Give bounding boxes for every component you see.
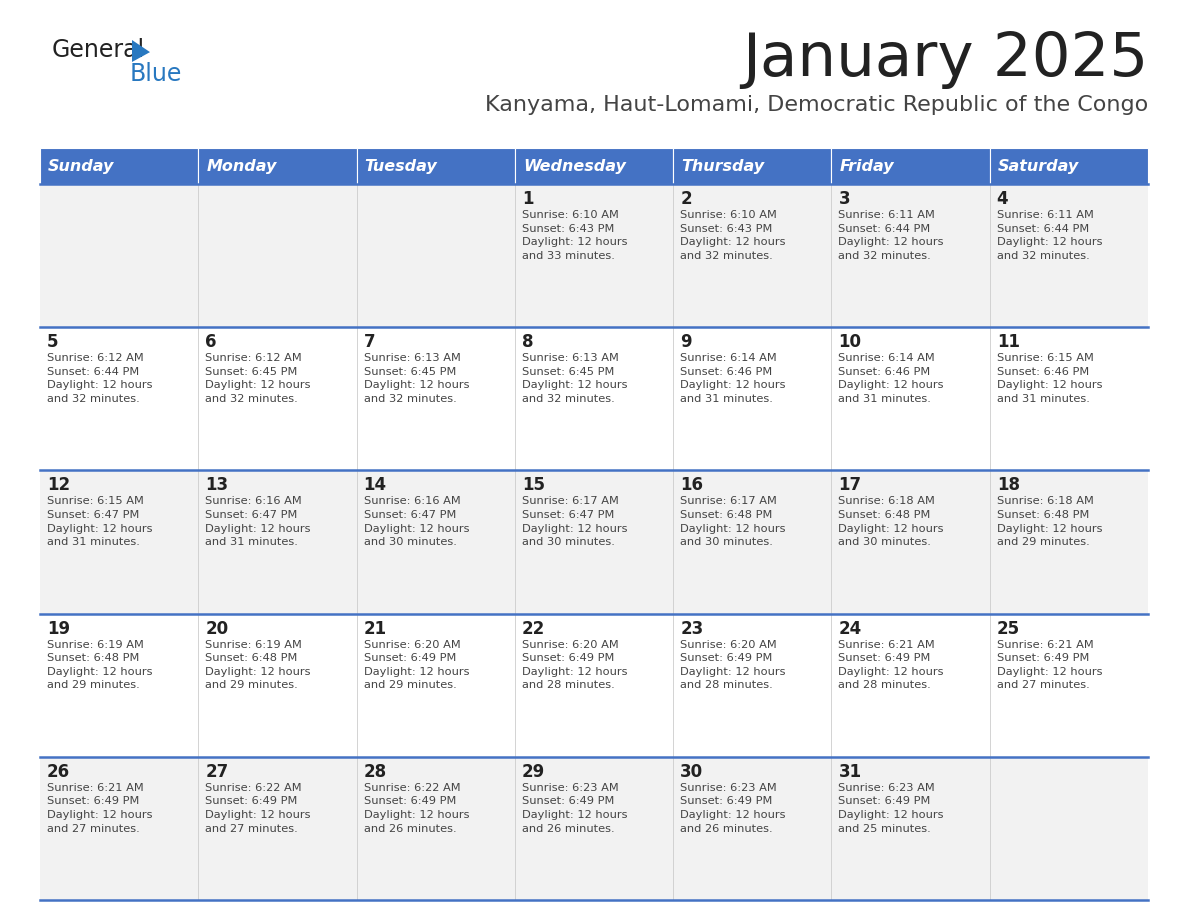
Text: 4: 4 xyxy=(997,190,1009,208)
Text: 22: 22 xyxy=(522,620,545,638)
Text: Sunrise: 6:17 AM
Sunset: 6:47 PM
Daylight: 12 hours
and 30 minutes.: Sunrise: 6:17 AM Sunset: 6:47 PM Dayligh… xyxy=(522,497,627,547)
Text: 1: 1 xyxy=(522,190,533,208)
Text: 30: 30 xyxy=(681,763,703,781)
Text: Sunrise: 6:17 AM
Sunset: 6:48 PM
Daylight: 12 hours
and 30 minutes.: Sunrise: 6:17 AM Sunset: 6:48 PM Dayligh… xyxy=(681,497,785,547)
Bar xyxy=(832,148,990,184)
Bar xyxy=(40,148,198,184)
Text: 10: 10 xyxy=(839,333,861,352)
Text: Sunrise: 6:10 AM
Sunset: 6:43 PM
Daylight: 12 hours
and 32 minutes.: Sunrise: 6:10 AM Sunset: 6:43 PM Dayligh… xyxy=(681,210,785,261)
Text: Tuesday: Tuesday xyxy=(365,159,437,174)
Text: Blue: Blue xyxy=(129,62,183,86)
Text: Sunrise: 6:22 AM
Sunset: 6:49 PM
Daylight: 12 hours
and 27 minutes.: Sunrise: 6:22 AM Sunset: 6:49 PM Dayligh… xyxy=(206,783,311,834)
Text: 21: 21 xyxy=(364,620,387,638)
Text: Sunrise: 6:11 AM
Sunset: 6:44 PM
Daylight: 12 hours
and 32 minutes.: Sunrise: 6:11 AM Sunset: 6:44 PM Dayligh… xyxy=(997,210,1102,261)
Text: Wednesday: Wednesday xyxy=(523,159,626,174)
Bar xyxy=(40,470,1148,613)
Text: Sunrise: 6:10 AM
Sunset: 6:43 PM
Daylight: 12 hours
and 33 minutes.: Sunrise: 6:10 AM Sunset: 6:43 PM Dayligh… xyxy=(522,210,627,261)
Text: 7: 7 xyxy=(364,333,375,352)
Bar xyxy=(40,756,1148,900)
Text: Monday: Monday xyxy=(207,159,277,174)
Text: Sunrise: 6:11 AM
Sunset: 6:44 PM
Daylight: 12 hours
and 32 minutes.: Sunrise: 6:11 AM Sunset: 6:44 PM Dayligh… xyxy=(839,210,944,261)
Bar xyxy=(990,148,1148,184)
Text: Sunrise: 6:15 AM
Sunset: 6:47 PM
Daylight: 12 hours
and 31 minutes.: Sunrise: 6:15 AM Sunset: 6:47 PM Dayligh… xyxy=(48,497,152,547)
Bar xyxy=(514,148,674,184)
Bar xyxy=(40,327,1148,470)
Text: Sunrise: 6:13 AM
Sunset: 6:45 PM
Daylight: 12 hours
and 32 minutes.: Sunrise: 6:13 AM Sunset: 6:45 PM Dayligh… xyxy=(522,353,627,404)
Text: Sunrise: 6:19 AM
Sunset: 6:48 PM
Daylight: 12 hours
and 29 minutes.: Sunrise: 6:19 AM Sunset: 6:48 PM Dayligh… xyxy=(48,640,152,690)
Text: Sunrise: 6:16 AM
Sunset: 6:47 PM
Daylight: 12 hours
and 31 minutes.: Sunrise: 6:16 AM Sunset: 6:47 PM Dayligh… xyxy=(206,497,311,547)
Text: Sunrise: 6:20 AM
Sunset: 6:49 PM
Daylight: 12 hours
and 28 minutes.: Sunrise: 6:20 AM Sunset: 6:49 PM Dayligh… xyxy=(681,640,785,690)
Text: 12: 12 xyxy=(48,476,70,495)
Text: Sunrise: 6:22 AM
Sunset: 6:49 PM
Daylight: 12 hours
and 26 minutes.: Sunrise: 6:22 AM Sunset: 6:49 PM Dayligh… xyxy=(364,783,469,834)
Text: 31: 31 xyxy=(839,763,861,781)
Text: 6: 6 xyxy=(206,333,216,352)
Text: Sunrise: 6:18 AM
Sunset: 6:48 PM
Daylight: 12 hours
and 30 minutes.: Sunrise: 6:18 AM Sunset: 6:48 PM Dayligh… xyxy=(839,497,944,547)
Text: Sunrise: 6:23 AM
Sunset: 6:49 PM
Daylight: 12 hours
and 26 minutes.: Sunrise: 6:23 AM Sunset: 6:49 PM Dayligh… xyxy=(522,783,627,834)
Text: Sunrise: 6:13 AM
Sunset: 6:45 PM
Daylight: 12 hours
and 32 minutes.: Sunrise: 6:13 AM Sunset: 6:45 PM Dayligh… xyxy=(364,353,469,404)
Text: Sunrise: 6:15 AM
Sunset: 6:46 PM
Daylight: 12 hours
and 31 minutes.: Sunrise: 6:15 AM Sunset: 6:46 PM Dayligh… xyxy=(997,353,1102,404)
Text: 15: 15 xyxy=(522,476,545,495)
Text: Sunrise: 6:18 AM
Sunset: 6:48 PM
Daylight: 12 hours
and 29 minutes.: Sunrise: 6:18 AM Sunset: 6:48 PM Dayligh… xyxy=(997,497,1102,547)
Text: 5: 5 xyxy=(48,333,58,352)
Text: January 2025: January 2025 xyxy=(741,30,1148,89)
Text: 19: 19 xyxy=(48,620,70,638)
Bar xyxy=(40,184,1148,327)
Text: Sunrise: 6:21 AM
Sunset: 6:49 PM
Daylight: 12 hours
and 27 minutes.: Sunrise: 6:21 AM Sunset: 6:49 PM Dayligh… xyxy=(997,640,1102,690)
Text: 26: 26 xyxy=(48,763,70,781)
Text: General: General xyxy=(52,38,145,62)
Text: Sunrise: 6:23 AM
Sunset: 6:49 PM
Daylight: 12 hours
and 25 minutes.: Sunrise: 6:23 AM Sunset: 6:49 PM Dayligh… xyxy=(839,783,944,834)
Text: 3: 3 xyxy=(839,190,851,208)
Text: Sunrise: 6:19 AM
Sunset: 6:48 PM
Daylight: 12 hours
and 29 minutes.: Sunrise: 6:19 AM Sunset: 6:48 PM Dayligh… xyxy=(206,640,311,690)
Polygon shape xyxy=(132,40,150,62)
Text: Sunrise: 6:14 AM
Sunset: 6:46 PM
Daylight: 12 hours
and 31 minutes.: Sunrise: 6:14 AM Sunset: 6:46 PM Dayligh… xyxy=(839,353,944,404)
Text: 17: 17 xyxy=(839,476,861,495)
Text: 23: 23 xyxy=(681,620,703,638)
Text: Sunday: Sunday xyxy=(48,159,114,174)
Text: 18: 18 xyxy=(997,476,1019,495)
Text: 14: 14 xyxy=(364,476,387,495)
Bar xyxy=(356,148,514,184)
Text: Sunrise: 6:20 AM
Sunset: 6:49 PM
Daylight: 12 hours
and 29 minutes.: Sunrise: 6:20 AM Sunset: 6:49 PM Dayligh… xyxy=(364,640,469,690)
Text: 27: 27 xyxy=(206,763,228,781)
Text: Sunrise: 6:12 AM
Sunset: 6:45 PM
Daylight: 12 hours
and 32 minutes.: Sunrise: 6:12 AM Sunset: 6:45 PM Dayligh… xyxy=(206,353,311,404)
Text: Sunrise: 6:21 AM
Sunset: 6:49 PM
Daylight: 12 hours
and 27 minutes.: Sunrise: 6:21 AM Sunset: 6:49 PM Dayligh… xyxy=(48,783,152,834)
Text: Thursday: Thursday xyxy=(681,159,764,174)
Text: Saturday: Saturday xyxy=(998,159,1079,174)
Text: Friday: Friday xyxy=(840,159,895,174)
Text: 11: 11 xyxy=(997,333,1019,352)
Text: Sunrise: 6:20 AM
Sunset: 6:49 PM
Daylight: 12 hours
and 28 minutes.: Sunrise: 6:20 AM Sunset: 6:49 PM Dayligh… xyxy=(522,640,627,690)
Text: Sunrise: 6:21 AM
Sunset: 6:49 PM
Daylight: 12 hours
and 28 minutes.: Sunrise: 6:21 AM Sunset: 6:49 PM Dayligh… xyxy=(839,640,944,690)
Text: 8: 8 xyxy=(522,333,533,352)
Text: Sunrise: 6:14 AM
Sunset: 6:46 PM
Daylight: 12 hours
and 31 minutes.: Sunrise: 6:14 AM Sunset: 6:46 PM Dayligh… xyxy=(681,353,785,404)
Text: 28: 28 xyxy=(364,763,387,781)
Text: Sunrise: 6:12 AM
Sunset: 6:44 PM
Daylight: 12 hours
and 32 minutes.: Sunrise: 6:12 AM Sunset: 6:44 PM Dayligh… xyxy=(48,353,152,404)
Text: Kanyama, Haut-Lomami, Democratic Republic of the Congo: Kanyama, Haut-Lomami, Democratic Republi… xyxy=(485,95,1148,115)
Text: 9: 9 xyxy=(681,333,691,352)
Text: 24: 24 xyxy=(839,620,861,638)
Text: 29: 29 xyxy=(522,763,545,781)
Text: 25: 25 xyxy=(997,620,1019,638)
Bar xyxy=(198,148,356,184)
Text: 2: 2 xyxy=(681,190,691,208)
Text: Sunrise: 6:16 AM
Sunset: 6:47 PM
Daylight: 12 hours
and 30 minutes.: Sunrise: 6:16 AM Sunset: 6:47 PM Dayligh… xyxy=(364,497,469,547)
Text: 20: 20 xyxy=(206,620,228,638)
Bar xyxy=(40,613,1148,756)
Text: 13: 13 xyxy=(206,476,228,495)
Bar xyxy=(674,148,832,184)
Text: 16: 16 xyxy=(681,476,703,495)
Text: Sunrise: 6:23 AM
Sunset: 6:49 PM
Daylight: 12 hours
and 26 minutes.: Sunrise: 6:23 AM Sunset: 6:49 PM Dayligh… xyxy=(681,783,785,834)
